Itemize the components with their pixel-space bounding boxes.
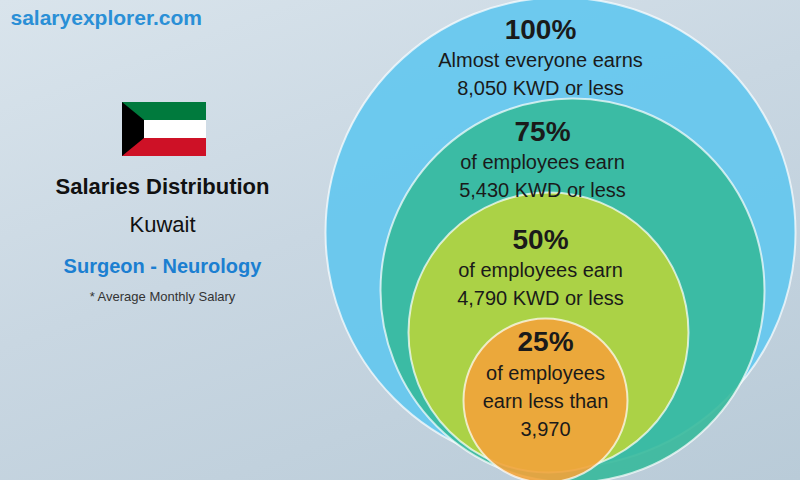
- svg-text:Salaries Distribution: Salaries Distribution: [56, 174, 270, 199]
- svg-text:of employees earn: of employees earn: [458, 259, 623, 281]
- svg-text:4,790 KWD or less: 4,790 KWD or less: [457, 287, 624, 309]
- svg-text:100%: 100%: [505, 14, 577, 45]
- svg-text:* Average Monthly Salary: * Average Monthly Salary: [90, 289, 236, 304]
- svg-text:75%: 75%: [514, 116, 570, 147]
- svg-text:Almost everyone earns: Almost everyone earns: [438, 49, 643, 71]
- svg-text:earn less than: earn less than: [483, 390, 609, 412]
- svg-text:5,430 KWD or less: 5,430 KWD or less: [459, 179, 626, 201]
- svg-text:of employees: of employees: [486, 362, 605, 384]
- svg-text:50%: 50%: [512, 224, 568, 255]
- svg-text:3,970: 3,970: [520, 418, 570, 440]
- svg-text:8,050 KWD or less: 8,050 KWD or less: [457, 77, 624, 99]
- svg-text:Surgeon - Neurology: Surgeon - Neurology: [64, 255, 263, 277]
- svg-text:25%: 25%: [517, 326, 573, 357]
- svg-text:Kuwait: Kuwait: [129, 212, 195, 237]
- svg-text:salaryexplorer.com: salaryexplorer.com: [11, 6, 202, 29]
- svg-text:of employees earn: of employees earn: [460, 151, 625, 173]
